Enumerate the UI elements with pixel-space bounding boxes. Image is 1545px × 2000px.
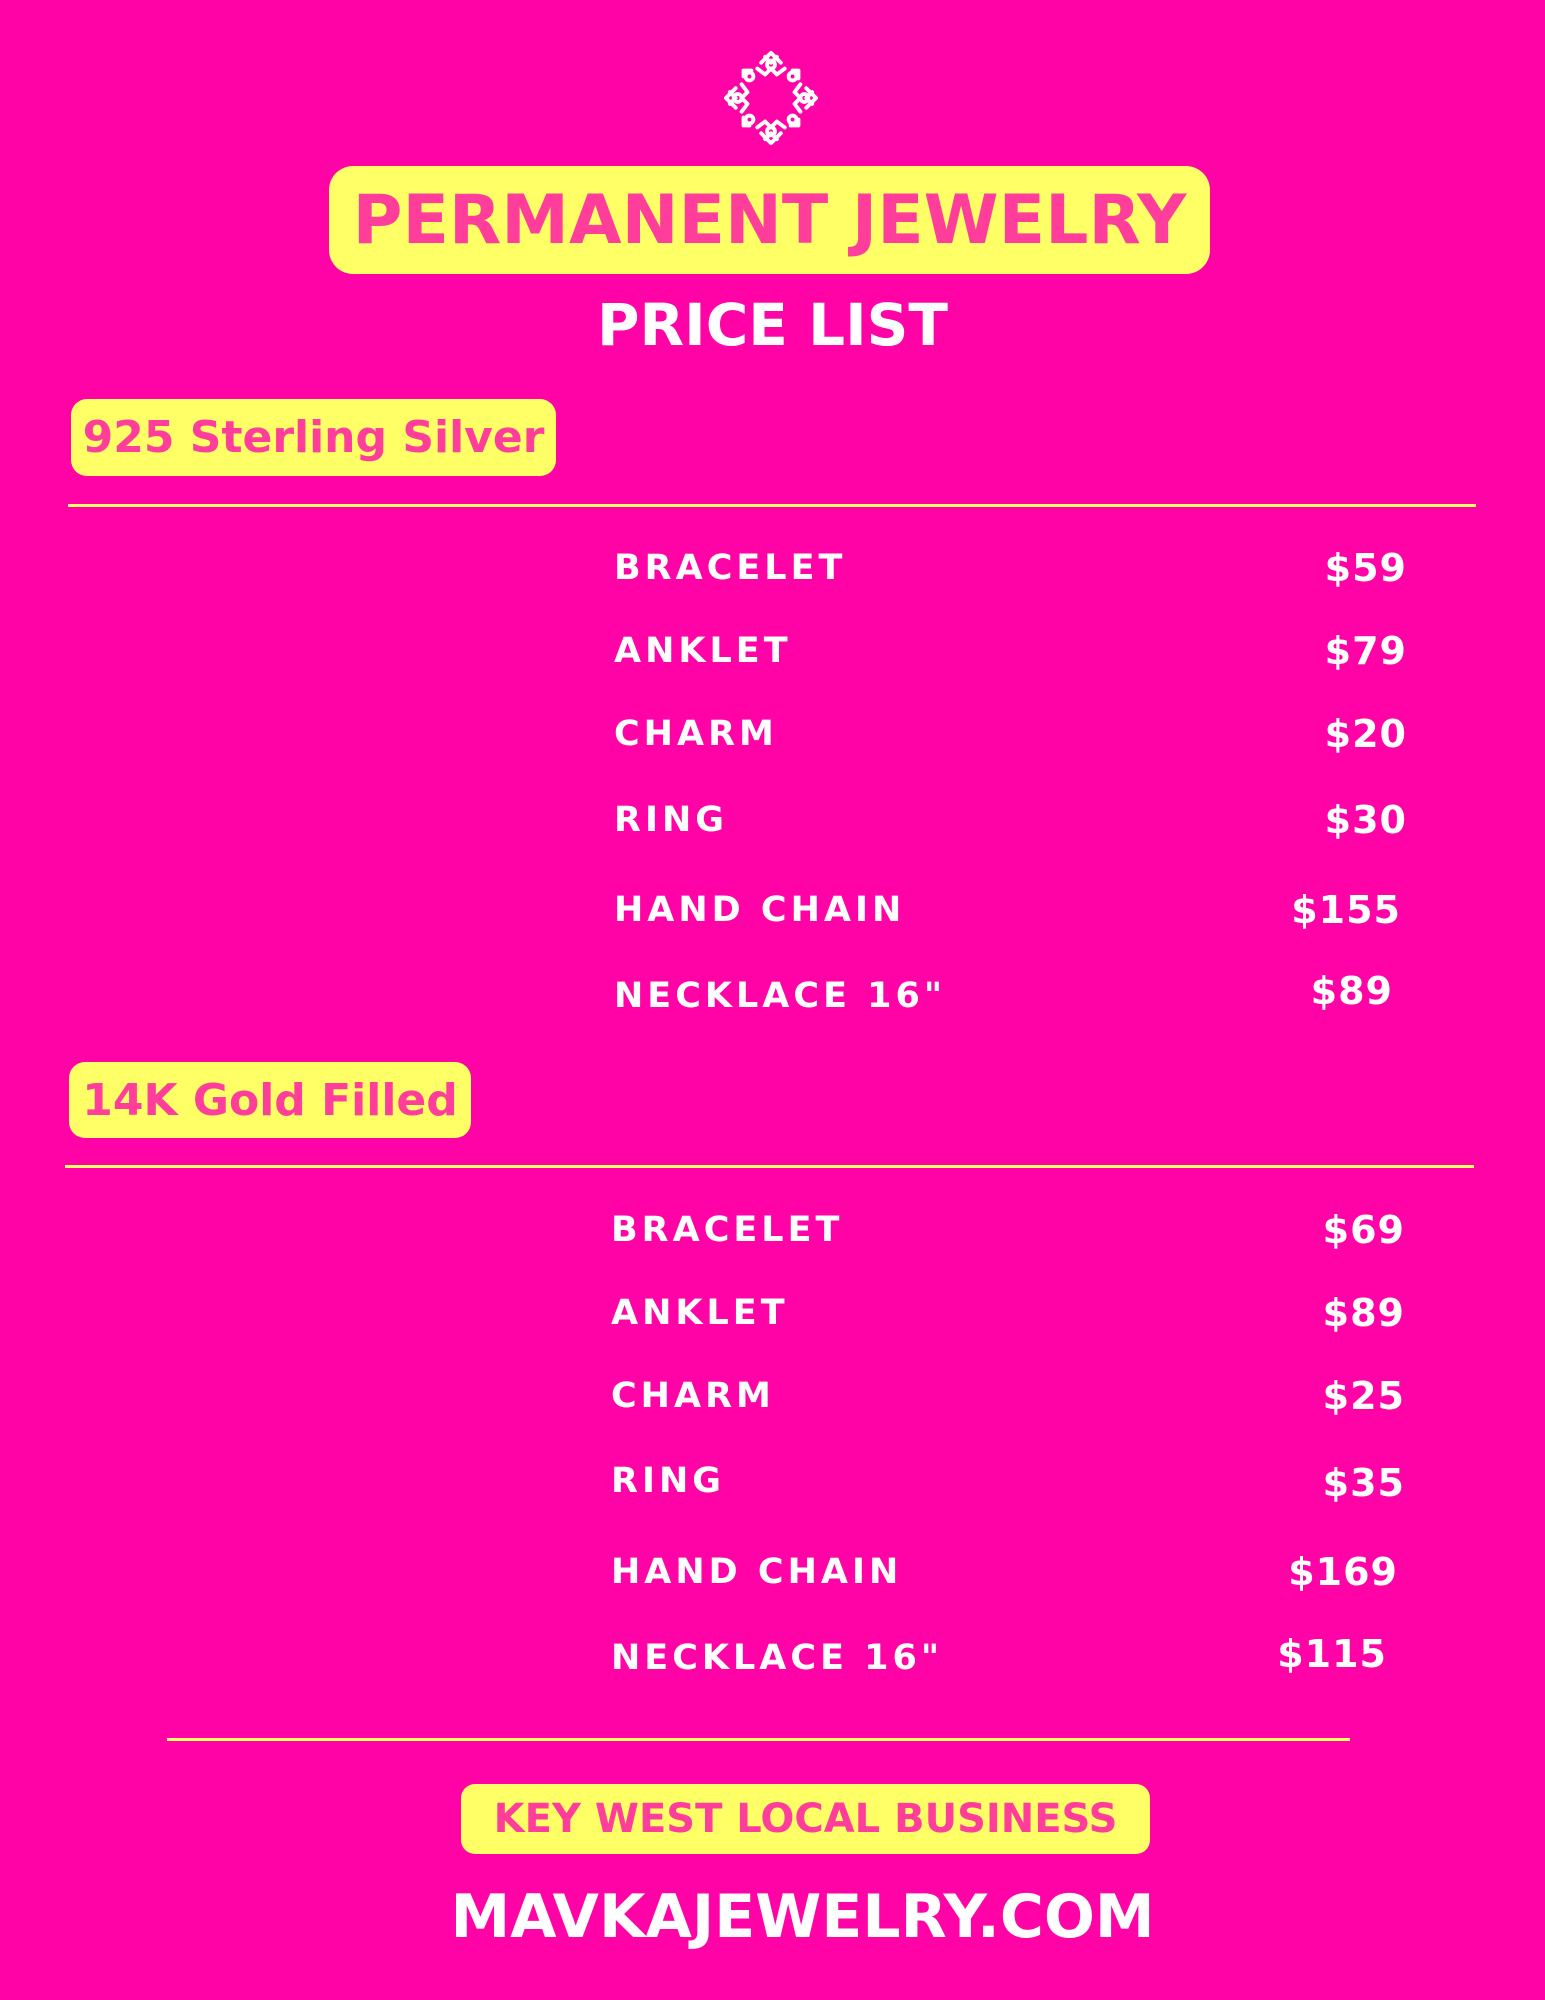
item-price: $79 — [1324, 629, 1407, 673]
page-subtitle: PRICE LIST — [596, 291, 948, 359]
item-name: ANKLET — [611, 1293, 789, 1333]
website-link[interactable]: MAVKAJEWELRY.COM — [450, 1882, 1155, 1952]
item-price: $20 — [1324, 712, 1407, 756]
section-heading-silver: 925 Sterling Silver — [71, 399, 556, 476]
item-name: CHARM — [611, 1376, 775, 1416]
item-price: $69 — [1322, 1208, 1405, 1252]
item-price: $155 — [1291, 888, 1401, 932]
item-name: RING — [611, 1461, 725, 1501]
item-name: NECKLACE 16" — [611, 1638, 944, 1678]
title-banner: PERMANENT JEWELRY — [329, 166, 1210, 274]
item-name: BRACELET — [614, 548, 847, 588]
item-price: $30 — [1324, 798, 1407, 842]
item-price: $25 — [1322, 1374, 1405, 1418]
item-name: HAND CHAIN — [614, 890, 906, 930]
item-name: BRACELET — [611, 1210, 844, 1250]
section-title: 925 Sterling Silver — [82, 412, 545, 463]
item-name: HAND CHAIN — [611, 1552, 903, 1592]
footer-divider — [167, 1738, 1350, 1741]
item-name: NECKLACE 16" — [614, 976, 947, 1016]
tagline-banner: KEY WEST LOCAL BUSINESS — [461, 1784, 1150, 1854]
item-price: $89 — [1322, 1291, 1405, 1335]
tagline: KEY WEST LOCAL BUSINESS — [493, 1796, 1118, 1842]
page-title: PERMANENT JEWELRY — [352, 180, 1187, 260]
logo-icon — [722, 49, 820, 147]
divider — [68, 504, 1476, 507]
section-heading-gold: 14K Gold Filled — [69, 1062, 471, 1138]
section-title: 14K Gold Filled — [82, 1074, 458, 1126]
item-price: $35 — [1322, 1461, 1405, 1505]
item-price: $59 — [1324, 546, 1407, 590]
item-name: CHARM — [614, 714, 778, 754]
item-price: $169 — [1288, 1550, 1398, 1594]
item-price: $115 — [1277, 1632, 1387, 1676]
item-name: ANKLET — [614, 631, 792, 671]
item-price: $89 — [1310, 969, 1393, 1013]
item-name: RING — [614, 800, 728, 840]
divider — [65, 1165, 1474, 1168]
